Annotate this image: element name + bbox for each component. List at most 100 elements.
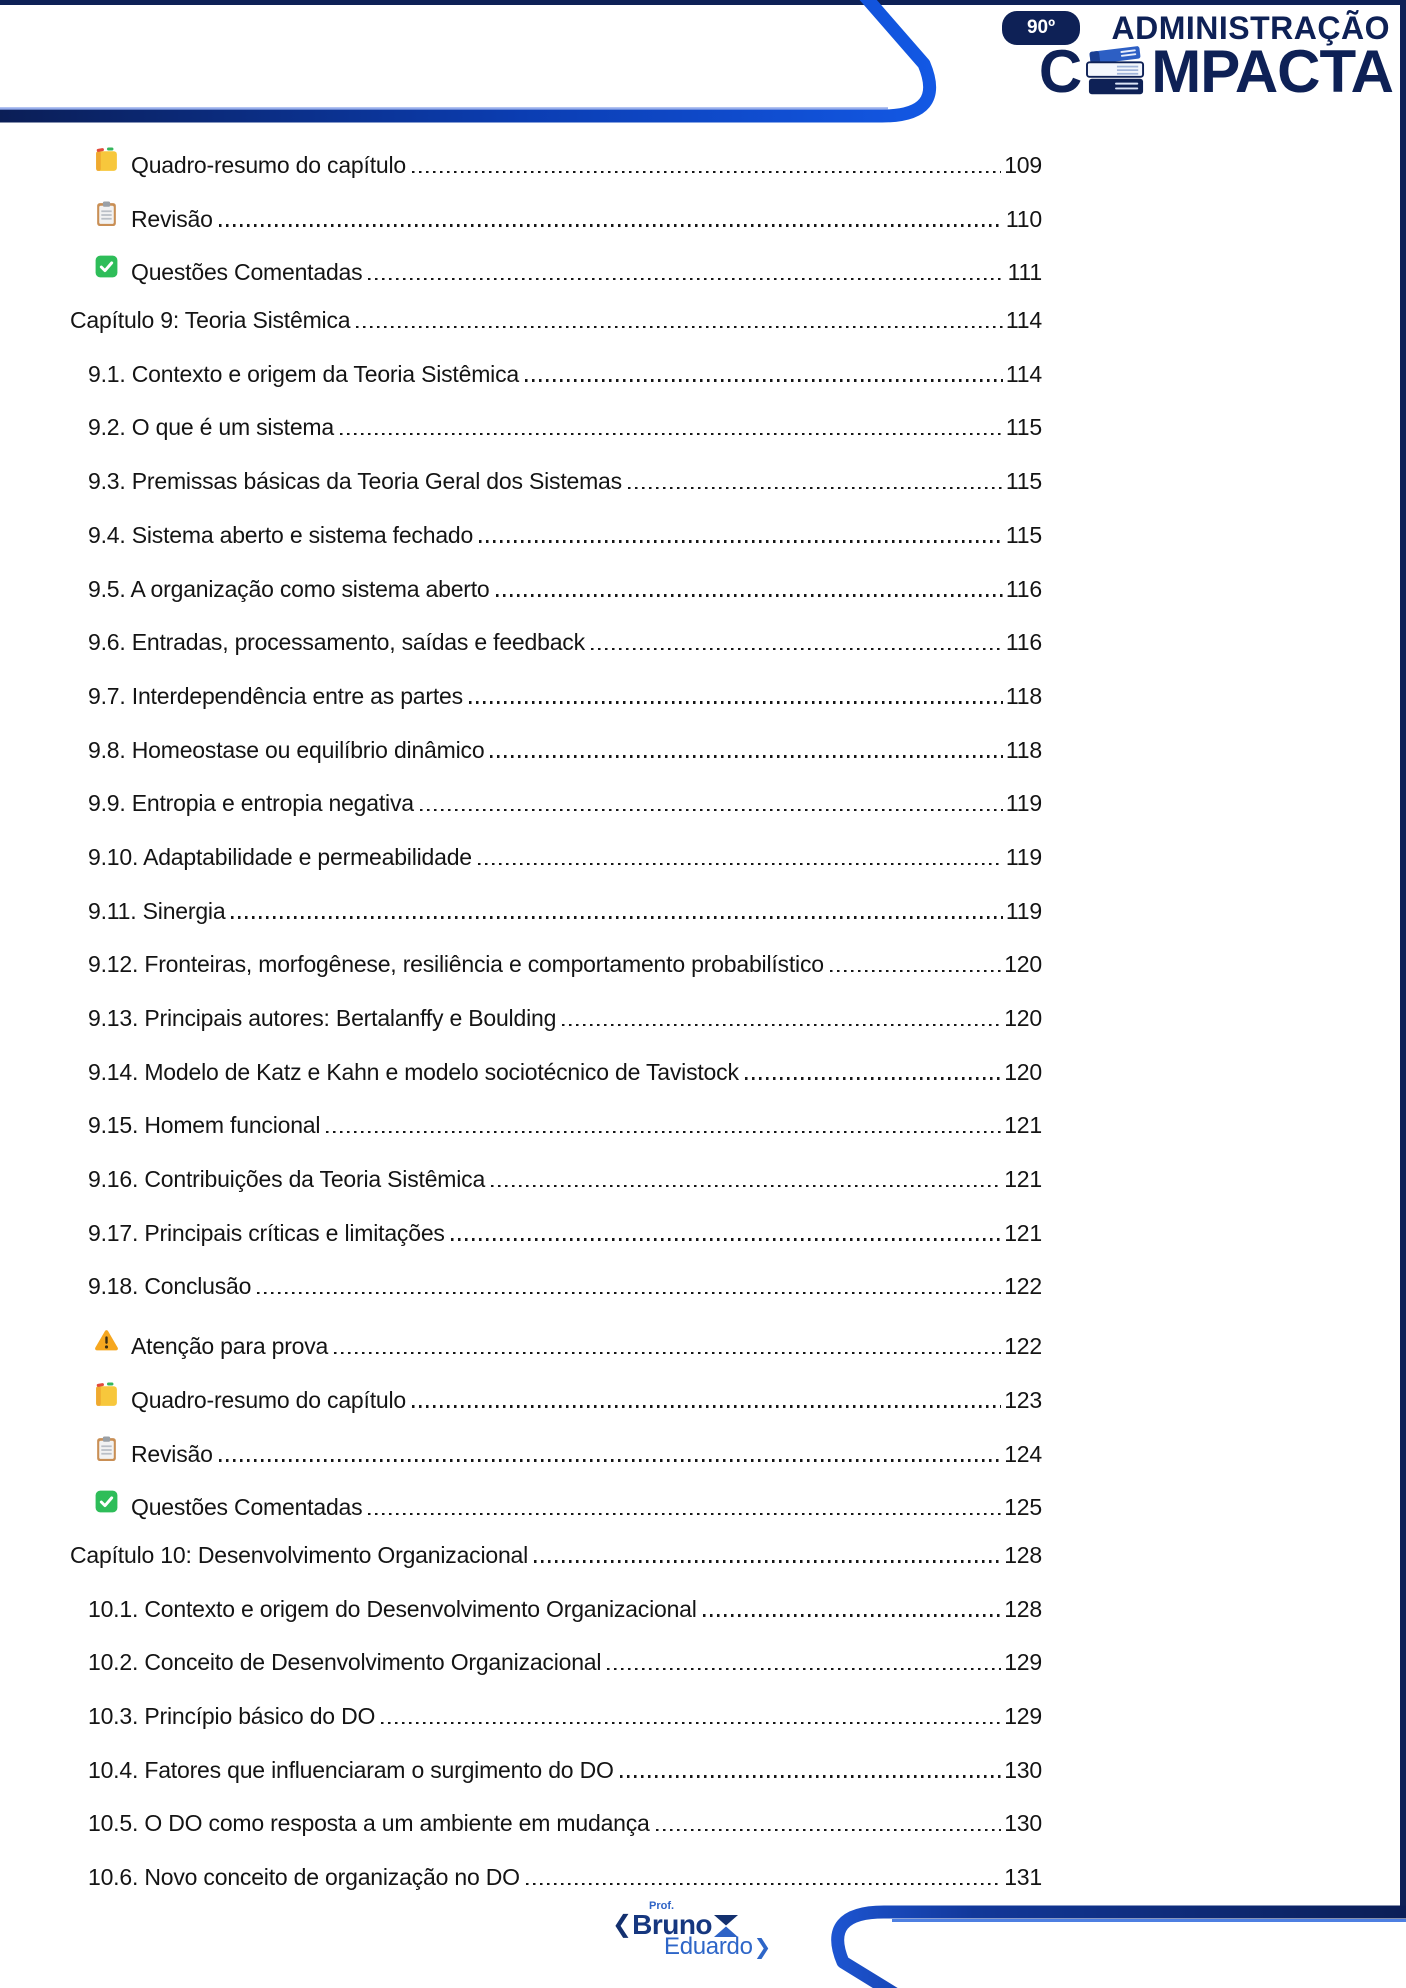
right-border [1400, 0, 1406, 1918]
toc-entry[interactable]: 9.10. Adaptabilidade e permeabilidade 119 [70, 831, 1042, 885]
check-icon [93, 253, 120, 280]
toc-entry-label: 9.2. O que é um sistema [88, 414, 334, 441]
toc-entry-page: 128 [1004, 1595, 1042, 1622]
footer-logo: Prof. ❮ Bruno Eduardo ❯ [612, 1901, 782, 1959]
toc-entry-label: 9.16. Contribuições da Teoria Sistêmica [88, 1166, 486, 1193]
toc-entry-label: Revisão [131, 1440, 213, 1467]
toc-entry-label: 10.1. Contexto e origem do Desenvolvimen… [88, 1595, 697, 1622]
toc-entry[interactable]: Revisão 124 [70, 1422, 1042, 1476]
toc-entry-label: 9.7. Interdependência entre as partes [88, 682, 463, 709]
toc-entry-page: 110 [1005, 205, 1042, 232]
toc-entry[interactable]: Atenção para prova 122 [70, 1314, 1042, 1368]
toc-entry[interactable]: Quadro-resumo do capítulo 109 [70, 133, 1042, 187]
clipboard-icon [93, 1435, 120, 1462]
dot-leader [525, 1882, 1002, 1885]
dot-leader [450, 1238, 1002, 1241]
toc-entry[interactable]: Capítulo 9: Teoria Sistêmica 114 [70, 294, 1042, 348]
dot-leader [590, 647, 1003, 651]
toc-entry-label: 9.13. Principais autores: Bertalanffy e … [88, 1005, 557, 1031]
toc-entry-page: 115 [1005, 521, 1042, 548]
toc-entry-label: Atenção para prova [131, 1333, 329, 1360]
toc-entry-label: 10.4. Fatores que influenciaram o surgim… [88, 1756, 614, 1783]
toc-entry[interactable]: 9.1. Contexto e origem da Teoria Sistêmi… [70, 348, 1042, 402]
toc-entry[interactable]: 9.11. Sinergia 119 [70, 885, 1042, 939]
toc-entry-page: 118 [1005, 736, 1042, 763]
footer-logo-line1: ❮ Bruno [612, 1911, 782, 1939]
toc-entry-label: 9.8. Homeostase ou equilíbrio dinâmico [88, 736, 485, 763]
toc-entry[interactable]: 9.7. Interdependência entre as partes 118 [70, 670, 1042, 724]
dot-leader [339, 433, 1003, 436]
toc-entry[interactable]: 9.2. O que é um sistema 115 [70, 401, 1042, 455]
toc-entry-page: 116 [1005, 629, 1042, 656]
toc-entry[interactable]: 9.16. Contribuições da Teoria Sistêmica 1… [70, 1153, 1042, 1207]
toc-entry[interactable]: 9.15. Homem funcional 121 [70, 1099, 1042, 1153]
dot-leader [257, 1292, 1002, 1295]
toc-entry[interactable]: 9.6. Entradas, processamento, saídas e f… [70, 616, 1042, 670]
toc-entry[interactable]: 10.2. Conceito de Desenvolvimento Organi… [70, 1636, 1042, 1690]
clipboard-icon [93, 200, 120, 227]
toc-entry-label: Capítulo 10: Desenvolvimento Organizacio… [70, 1541, 529, 1568]
toc-entry[interactable]: Capítulo 10: Desenvolvimento Organizacio… [70, 1529, 1042, 1583]
toc-entry-label: 10.6. Novo conceito de organização no DO [88, 1864, 520, 1890]
toc-entry-page: 109 [1004, 152, 1042, 178]
dot-leader [368, 277, 1005, 281]
toc-entry[interactable]: 9.14. Modelo de Katz e Kahn e modelo soc… [70, 1046, 1042, 1100]
toc-entry-label: 9.9. Entropia e entropia negativa [88, 790, 414, 817]
toc-entry[interactable]: Quadro-resumo do capítulo 123 [70, 1368, 1042, 1422]
toc-entry[interactable]: 10.6. Novo conceito de organização no DO… [70, 1851, 1042, 1905]
chevron-left-icon: ❮ [612, 1911, 633, 1938]
toc-entry-page: 122 [1004, 1333, 1042, 1360]
toc-entry-label: Revisão [131, 205, 213, 232]
dot-leader [479, 540, 1003, 543]
toc-entry-page: 111 [1007, 259, 1043, 286]
dot-leader [419, 808, 1003, 812]
dot-leader [326, 1130, 1002, 1134]
toc-entry[interactable]: 10.1. Contexto e origem do Desenvolvimen… [70, 1583, 1042, 1637]
toc-entry-page: 123 [1004, 1386, 1042, 1413]
toc-entry[interactable]: 9.17. Principais críticas e limitações 12… [70, 1207, 1042, 1261]
dot-leader [491, 1184, 1002, 1188]
toc-entry[interactable]: 10.5. O DO como resposta a um ambiente e… [70, 1797, 1042, 1851]
toc-entry-page: 128 [1004, 1541, 1042, 1568]
toc-entry-page: 119 [1005, 843, 1042, 870]
toc-entry-label: 10.5. O DO como resposta a um ambiente e… [88, 1810, 650, 1837]
dot-leader [468, 701, 1003, 704]
toc-entry[interactable]: 9.12. Fronteiras, morfogênese, resiliênc… [70, 938, 1042, 992]
toc-entry[interactable]: Revisão 110 [70, 187, 1042, 241]
dot-leader [334, 1351, 1002, 1355]
edition-badge-label: 90º [1026, 17, 1056, 38]
toc-entry[interactable]: 9.5. A organização como sistema aberto 11… [70, 563, 1042, 617]
dot-leader [744, 1077, 1002, 1080]
toc-entry[interactable]: 9.9. Entropia e entropia negativa 119 [70, 777, 1042, 831]
toc-entry-page: 119 [1005, 790, 1042, 817]
toc-entry[interactable]: 9.18. Conclusão 122 [70, 1260, 1042, 1314]
toc-entry-label: Questões Comentadas [131, 1494, 363, 1521]
dot-leader [607, 1667, 1002, 1671]
edition-badge: 90º [1002, 11, 1080, 45]
toc-entry[interactable]: 9.8. Homeostase ou equilíbrio dinâmico 11… [70, 724, 1042, 778]
toc-entry[interactable]: 9.3. Premissas básicas da Teoria Geral d… [70, 455, 1042, 509]
toc-entry-page: 129 [1004, 1649, 1042, 1676]
dot-leader [829, 969, 1002, 973]
toc-entry[interactable]: 10.3. Princípio básico do DO 129 [70, 1690, 1042, 1744]
toc-entry-label: 9.3. Premissas básicas da Teoria Geral d… [88, 468, 622, 495]
toc-entry[interactable]: Questões Comentadas 125 [70, 1475, 1042, 1529]
toc-entry[interactable]: 10.4. Fatores que influenciaram o surgim… [70, 1744, 1042, 1798]
toc-entry[interactable]: Questões Comentadas 111 [70, 240, 1042, 294]
toc-entry-page: 120 [1004, 1058, 1042, 1085]
toc-entry[interactable]: 9.4. Sistema aberto e sistema fechado 115 [70, 509, 1042, 563]
toc-entry-page: 120 [1004, 951, 1042, 978]
dot-leader [702, 1614, 1002, 1617]
toc-entry-label: 10.2. Conceito de Desenvolvimento Organi… [88, 1649, 602, 1676]
toc-entry-page: 119 [1005, 897, 1042, 924]
dot-leader [619, 1775, 1002, 1778]
dot-leader [524, 379, 1003, 382]
dot-leader [368, 1512, 1002, 1516]
toc-entry[interactable]: 9.13. Principais autores: Bertalanffy e … [70, 992, 1042, 1046]
dot-leader [412, 170, 1002, 173]
dot-leader [356, 325, 1003, 329]
toc-entry-label: 9.10. Adaptabilidade e permeabilidade [88, 843, 472, 870]
toc-entry-page: 130 [1004, 1810, 1042, 1837]
